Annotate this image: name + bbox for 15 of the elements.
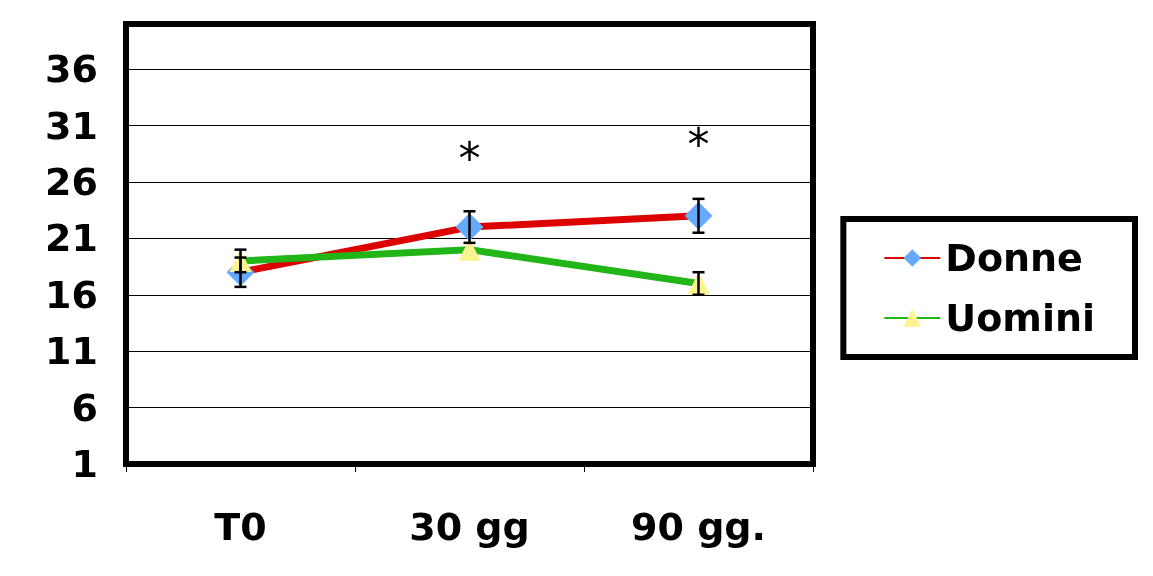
y-tick-label: 26 (45, 159, 98, 204)
y-tick-label: 21 (45, 216, 98, 261)
y-tick-label: 6 (71, 385, 98, 430)
legend-label: Donne (945, 236, 1083, 280)
x-tick-label: 30 gg (409, 505, 530, 549)
legend-label: Uomini (945, 296, 1096, 340)
x-tick-label: 90 gg. (631, 505, 766, 549)
y-tick-label: 36 (45, 47, 98, 92)
y-tick-label: 1 (71, 442, 98, 486)
y-tick-label: 11 (45, 329, 98, 374)
annotation: * (458, 132, 481, 184)
x-tick-label: T0 (214, 505, 267, 549)
y-tick-label: 16 (45, 272, 98, 317)
annotation: * (687, 118, 710, 170)
y-tick-label: 31 (45, 103, 98, 148)
